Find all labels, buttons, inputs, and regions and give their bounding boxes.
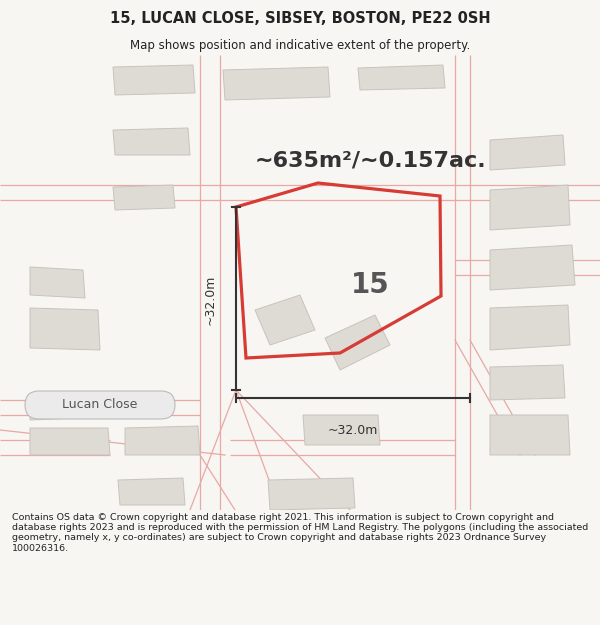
Polygon shape [30,395,75,420]
Text: ~32.0m: ~32.0m [328,424,378,436]
Text: 15, LUCAN CLOSE, SIBSEY, BOSTON, PE22 0SH: 15, LUCAN CLOSE, SIBSEY, BOSTON, PE22 0S… [110,11,490,26]
FancyBboxPatch shape [25,391,175,419]
Polygon shape [30,308,100,350]
Text: Lucan Close: Lucan Close [62,399,137,411]
Polygon shape [490,185,570,230]
Polygon shape [113,128,190,155]
Text: ~635m²/~0.157ac.: ~635m²/~0.157ac. [254,150,486,170]
Text: Map shows position and indicative extent of the property.: Map shows position and indicative extent… [130,39,470,51]
Polygon shape [490,245,575,290]
Polygon shape [30,428,110,455]
Polygon shape [255,295,315,345]
Polygon shape [490,305,570,350]
Polygon shape [303,415,380,445]
Polygon shape [30,267,85,298]
Polygon shape [118,478,185,505]
Text: ~32.0m: ~32.0m [203,275,217,325]
Polygon shape [125,426,200,455]
Polygon shape [223,67,330,100]
Polygon shape [490,415,570,455]
Polygon shape [358,65,445,90]
Polygon shape [113,65,195,95]
Polygon shape [490,365,565,400]
Polygon shape [490,135,565,170]
Polygon shape [325,315,390,370]
Polygon shape [113,185,175,210]
Text: 15: 15 [350,271,389,299]
Text: Contains OS data © Crown copyright and database right 2021. This information is : Contains OS data © Crown copyright and d… [12,512,588,552]
Polygon shape [268,478,355,510]
